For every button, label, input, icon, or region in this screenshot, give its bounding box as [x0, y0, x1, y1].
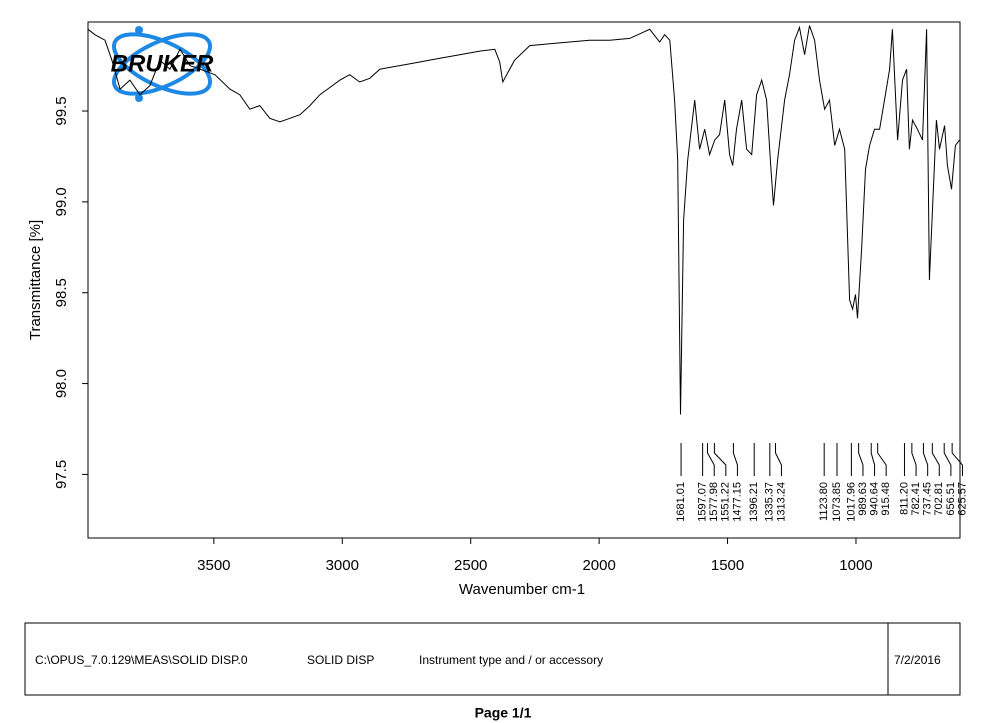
y-tick-label: 98.5: [53, 278, 70, 307]
logo-dot: [135, 94, 143, 102]
peak-marker: [943, 443, 952, 476]
peak-label: 1017.96: [845, 482, 857, 522]
x-tick-label: 3500: [197, 557, 230, 574]
peak-marker: [922, 443, 929, 476]
logo-text: BRUKER: [111, 50, 214, 77]
x-tick-label: 2500: [454, 557, 487, 574]
logo-orbit: [111, 32, 213, 96]
peak-marker: [877, 443, 887, 476]
peak-marker: [707, 443, 715, 476]
peak-label: 915.48: [880, 482, 892, 516]
peak-label: 811.20: [898, 482, 910, 515]
footer-box: [24, 622, 961, 696]
footer-path: C:\OPUS_7.0.129\MEAS\SOLID DISP.0: [35, 653, 248, 667]
peak-marker: [911, 443, 917, 476]
peak-label: 1477.15: [731, 482, 743, 522]
y-tick-label: 97.5: [53, 460, 70, 489]
peak-marker: [951, 443, 963, 476]
peak-label: 989.63: [857, 482, 869, 516]
x-tick-label: 1500: [711, 557, 744, 574]
peak-label: 1577.98: [708, 482, 720, 522]
y-tick-label: 98.0: [53, 369, 70, 398]
peak-marker: [713, 443, 727, 476]
peak-label: 1597.07: [697, 482, 709, 522]
x-tick-label: 2000: [582, 557, 615, 574]
peak-marker: [931, 443, 940, 476]
y-tick-label: 99.0: [53, 187, 70, 216]
logo-orbit: [111, 32, 213, 96]
x-axis-label: Wavenumber cm-1: [459, 581, 585, 598]
peak-label: 737.45: [922, 482, 934, 516]
peak-label: 1396.21: [748, 482, 760, 522]
peak-label: 1681.01: [675, 482, 687, 522]
page-number: Page 1/1: [475, 705, 532, 721]
peak-label: 940.64: [868, 482, 880, 516]
x-tick-label: 3000: [326, 557, 359, 574]
peak-marker: [775, 443, 782, 476]
logo: BRUKER: [111, 26, 214, 102]
peak-label: 625.57: [956, 482, 968, 516]
spectrum-line: [87, 25, 960, 415]
footer-date: 7/2/2016: [894, 653, 941, 667]
peak-label: 1313.24: [775, 482, 787, 522]
plot-frame: [87, 21, 961, 539]
peak-label: 656.51: [945, 482, 957, 516]
y-tick-label: 99.5: [53, 96, 70, 125]
peak-label: 1073.85: [831, 482, 843, 522]
peak-label: 1123.80: [818, 482, 830, 521]
peak-marker: [858, 443, 864, 476]
peak-label: 1551.22: [720, 482, 732, 522]
peak-marker: [732, 443, 738, 476]
x-tick-label: 1000: [839, 557, 872, 574]
peak-label: 782.41: [910, 482, 922, 516]
peak-label: 702.81: [933, 482, 945, 516]
peak-label: 1335.37: [764, 482, 776, 522]
peak-marker: [870, 443, 876, 476]
logo-dot: [135, 26, 143, 34]
y-axis-label: Transmittance [%]: [27, 220, 44, 340]
footer-instrument: Instrument type and / or accessory: [419, 653, 603, 667]
footer-sample: SOLID DISP: [307, 653, 374, 667]
